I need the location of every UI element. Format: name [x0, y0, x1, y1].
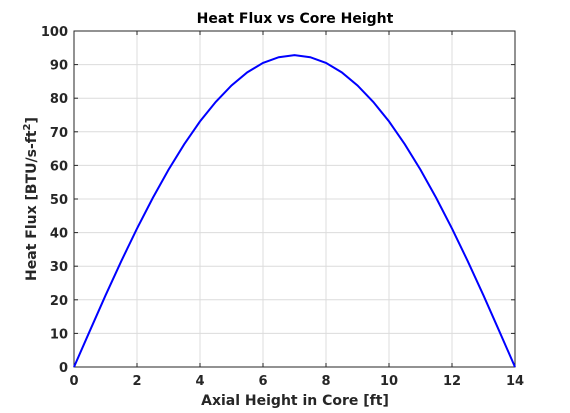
- y-tick-label: 30: [50, 260, 68, 275]
- y-tick-label: 20: [50, 294, 68, 309]
- y-axis-label-close: ]: [24, 117, 40, 123]
- x-tick-label: 4: [195, 374, 204, 389]
- y-tick-label: 70: [50, 126, 68, 141]
- y-tick-label: 10: [50, 327, 68, 342]
- x-tick-label: 12: [443, 374, 461, 389]
- x-axis-label: Axial Height in Core [ft]: [201, 393, 389, 409]
- y-tick-label: 50: [50, 193, 68, 208]
- axes-frame: [73, 30, 516, 368]
- y-tick-label: 40: [50, 227, 68, 242]
- y-tick-label: 100: [41, 25, 68, 40]
- x-tick-label: 10: [380, 374, 398, 389]
- y-tick-label: 80: [50, 92, 68, 107]
- heat-flux-series-line: [73, 54, 516, 368]
- x-tick-label: 6: [258, 374, 267, 389]
- x-tick-label: 2: [132, 374, 141, 389]
- tick-labels: 0 2 4 6 8 10 12 14 0 10 20 30 40 50 60 70 80 90 100: [41, 25, 524, 389]
- y-axis-label: Heat Flux [BTU/s-ft2]: [22, 117, 40, 281]
- x-tick-label: 0: [69, 374, 78, 389]
- chart-title: Heat Flux vs Core Height: [197, 11, 394, 27]
- y-tick-label: 0: [59, 361, 68, 376]
- y-axis-label-superscript: 2: [22, 123, 33, 130]
- y-axis-label-main: Heat Flux [BTU/s-ft: [24, 130, 40, 281]
- y-tick-label: 90: [50, 59, 68, 74]
- x-tick-label: 8: [321, 374, 330, 389]
- y-tick-label: 60: [50, 159, 68, 174]
- x-tick-label: 14: [506, 374, 524, 389]
